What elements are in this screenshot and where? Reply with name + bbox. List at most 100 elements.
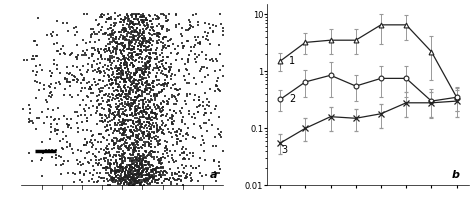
Point — [127, 172, 135, 176]
Point — [98, 15, 106, 19]
Point — [155, 31, 163, 35]
Point — [116, 37, 123, 40]
Point — [163, 74, 170, 77]
Point — [138, 174, 146, 178]
Point — [134, 173, 141, 176]
Point — [162, 114, 170, 117]
Point — [140, 15, 148, 18]
Point — [128, 25, 136, 29]
Point — [109, 132, 117, 135]
Point — [133, 70, 140, 74]
Point — [109, 28, 117, 31]
Point — [137, 109, 145, 112]
Point — [121, 175, 128, 178]
Point — [114, 108, 121, 111]
Point — [123, 115, 130, 118]
Point — [202, 174, 210, 177]
Point — [113, 76, 120, 80]
Point — [96, 102, 103, 105]
Point — [66, 84, 73, 88]
Point — [119, 57, 127, 60]
Point — [106, 48, 113, 52]
Point — [188, 46, 195, 49]
Point — [121, 95, 128, 99]
Point — [122, 152, 129, 155]
Point — [126, 165, 134, 169]
Point — [149, 121, 156, 124]
Point — [157, 125, 164, 129]
Point — [121, 45, 128, 49]
Point — [133, 90, 140, 94]
Point — [123, 146, 131, 149]
Point — [28, 57, 36, 61]
Point — [151, 33, 159, 36]
Point — [126, 173, 134, 176]
Point — [127, 75, 135, 78]
Point — [70, 65, 77, 68]
Point — [118, 51, 125, 54]
Point — [107, 105, 114, 108]
Point — [131, 29, 139, 33]
Point — [115, 30, 122, 33]
Point — [111, 170, 118, 173]
Point — [124, 12, 131, 16]
Point — [127, 177, 135, 181]
Point — [114, 169, 122, 172]
Point — [107, 110, 114, 113]
Point — [77, 89, 84, 92]
Point — [146, 163, 153, 166]
Point — [94, 82, 102, 86]
Point — [191, 52, 199, 55]
Point — [146, 65, 153, 68]
Point — [133, 91, 140, 95]
Point — [143, 79, 151, 83]
Point — [90, 91, 97, 95]
Point — [128, 31, 135, 34]
Point — [119, 104, 127, 108]
Point — [199, 35, 207, 39]
Point — [156, 54, 164, 57]
Point — [116, 166, 124, 170]
Point — [146, 136, 153, 140]
Point — [48, 156, 56, 159]
Point — [150, 175, 157, 179]
Point — [69, 151, 76, 155]
Point — [123, 165, 130, 169]
Point — [150, 150, 157, 153]
Point — [137, 174, 144, 177]
Point — [140, 109, 147, 112]
Point — [77, 149, 85, 152]
Point — [132, 14, 140, 18]
Point — [118, 120, 126, 124]
Point — [161, 82, 169, 85]
Point — [107, 176, 114, 180]
Point — [151, 145, 159, 148]
Point — [161, 67, 169, 71]
Point — [191, 36, 199, 39]
Point — [114, 165, 121, 168]
Point — [151, 111, 159, 114]
Point — [118, 77, 126, 81]
Point — [130, 183, 137, 186]
Point — [161, 81, 168, 84]
Point — [144, 89, 151, 92]
Point — [183, 82, 191, 85]
Point — [114, 112, 122, 115]
Point — [140, 127, 148, 130]
Point — [128, 164, 135, 167]
Point — [153, 57, 161, 60]
Point — [160, 83, 167, 86]
Point — [129, 63, 137, 67]
Point — [85, 162, 92, 165]
Point — [152, 166, 160, 169]
Point — [110, 89, 118, 92]
Point — [131, 146, 139, 150]
Point — [56, 71, 64, 74]
Point — [183, 172, 191, 176]
Point — [219, 149, 227, 153]
Point — [146, 40, 153, 43]
Point — [132, 38, 139, 42]
Point — [142, 25, 149, 28]
Point — [110, 143, 118, 146]
Point — [153, 181, 161, 184]
